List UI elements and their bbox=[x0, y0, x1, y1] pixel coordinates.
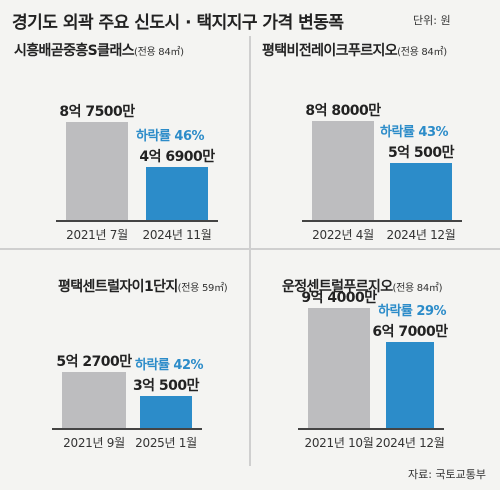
date-label-after: 2024년 12월 bbox=[375, 436, 445, 450]
bar-before bbox=[62, 372, 126, 428]
panel-title: 운정센트럴푸르지오(전용 84㎡) bbox=[282, 276, 443, 296]
panel-title: 시흥배곧중흥S클래스(전용 84㎡) bbox=[14, 40, 184, 60]
date-label-after: 2024년 12월 bbox=[386, 228, 456, 242]
panel-pyeongtaek-vision: 평택비전레이크푸르지오(전용 84㎡) 8억 8000만 하락률 43% 5억 … bbox=[262, 40, 490, 242]
panel-title: 평택비전레이크푸르지오(전용 84㎡) bbox=[262, 40, 447, 60]
value-label-before: 8억 7500만 bbox=[59, 104, 135, 120]
value-label-after: 4억 6900만 bbox=[139, 149, 215, 166]
bar-before bbox=[312, 121, 374, 220]
complex-name: 시흥배곧중흥S클래스 bbox=[14, 43, 135, 59]
bar-before bbox=[66, 122, 128, 220]
value-label-before: 5억 2700만 bbox=[56, 354, 132, 371]
bar-after bbox=[386, 342, 434, 428]
date-label-before: 2021년 9월 bbox=[63, 436, 125, 450]
panel-pyeongtaek-central: 평택센트럴자이1단지(전용 59㎡) 5억 2700만 하락률 42% 3억 5… bbox=[52, 276, 248, 456]
decline-rate: 하락률 43% bbox=[380, 125, 449, 141]
bar-after bbox=[390, 163, 452, 220]
date-label-after: 2024년 11월 bbox=[142, 228, 212, 242]
value-label-after: 5억 500만 bbox=[387, 145, 455, 162]
area-label: (전용 84㎡) bbox=[392, 283, 443, 294]
area-label: (전용 84㎡) bbox=[397, 47, 447, 58]
complex-name: 평택비전레이크푸르지오 bbox=[262, 43, 398, 59]
vertical-divider bbox=[249, 36, 251, 466]
panel-title: 평택센트럴자이1단지(전용 59㎡) bbox=[58, 276, 228, 296]
panel-unjeong: 운정센트럴푸르지오(전용 84㎡) 9억 4000만 하락률 29% 6억 70… bbox=[282, 276, 492, 456]
decline-rate: 하락률 29% bbox=[378, 304, 447, 320]
area-label: (전용 84㎡) bbox=[134, 47, 184, 58]
baseline bbox=[298, 428, 444, 430]
baseline bbox=[52, 428, 202, 430]
baseline bbox=[302, 220, 462, 222]
complex-name: 평택센트럴자이1단지 bbox=[58, 279, 178, 295]
date-label-before: 2021년 10월 bbox=[304, 436, 374, 450]
value-label-before: 8억 8000만 bbox=[305, 103, 381, 120]
date-label-before: 2021년 7월 bbox=[66, 228, 128, 242]
baseline bbox=[56, 220, 218, 222]
value-label-after: 3억 500만 bbox=[132, 377, 200, 394]
area-label: (전용 59㎡) bbox=[177, 283, 228, 294]
panel-siheung: 시흥배곧중흥S클래스(전용 84㎡) 8억 7500만 하락률 46% 4억 6… bbox=[14, 40, 242, 242]
value-label-after: 6억 7000만 bbox=[372, 324, 448, 341]
date-label-before: 2022년 4월 bbox=[312, 228, 374, 242]
decline-rate: 하락률 46% bbox=[136, 129, 205, 145]
value-label-before: 9억 4000만 bbox=[301, 289, 377, 306]
bar-before bbox=[308, 307, 370, 428]
bar-after bbox=[140, 395, 192, 428]
unit-label: 단위: 원 bbox=[413, 14, 451, 27]
bar-after bbox=[146, 167, 208, 220]
complex-name: 운정센트럴푸르지오 bbox=[282, 279, 393, 295]
decline-rate: 하락률 42% bbox=[135, 357, 204, 373]
source-label: 자료: 국토교통부 bbox=[407, 468, 486, 481]
date-label-after: 2025년 1월 bbox=[135, 436, 197, 450]
chart-title: 경기도 외곽 주요 신도시 · 택지지구 가격 변동폭 bbox=[12, 13, 344, 33]
